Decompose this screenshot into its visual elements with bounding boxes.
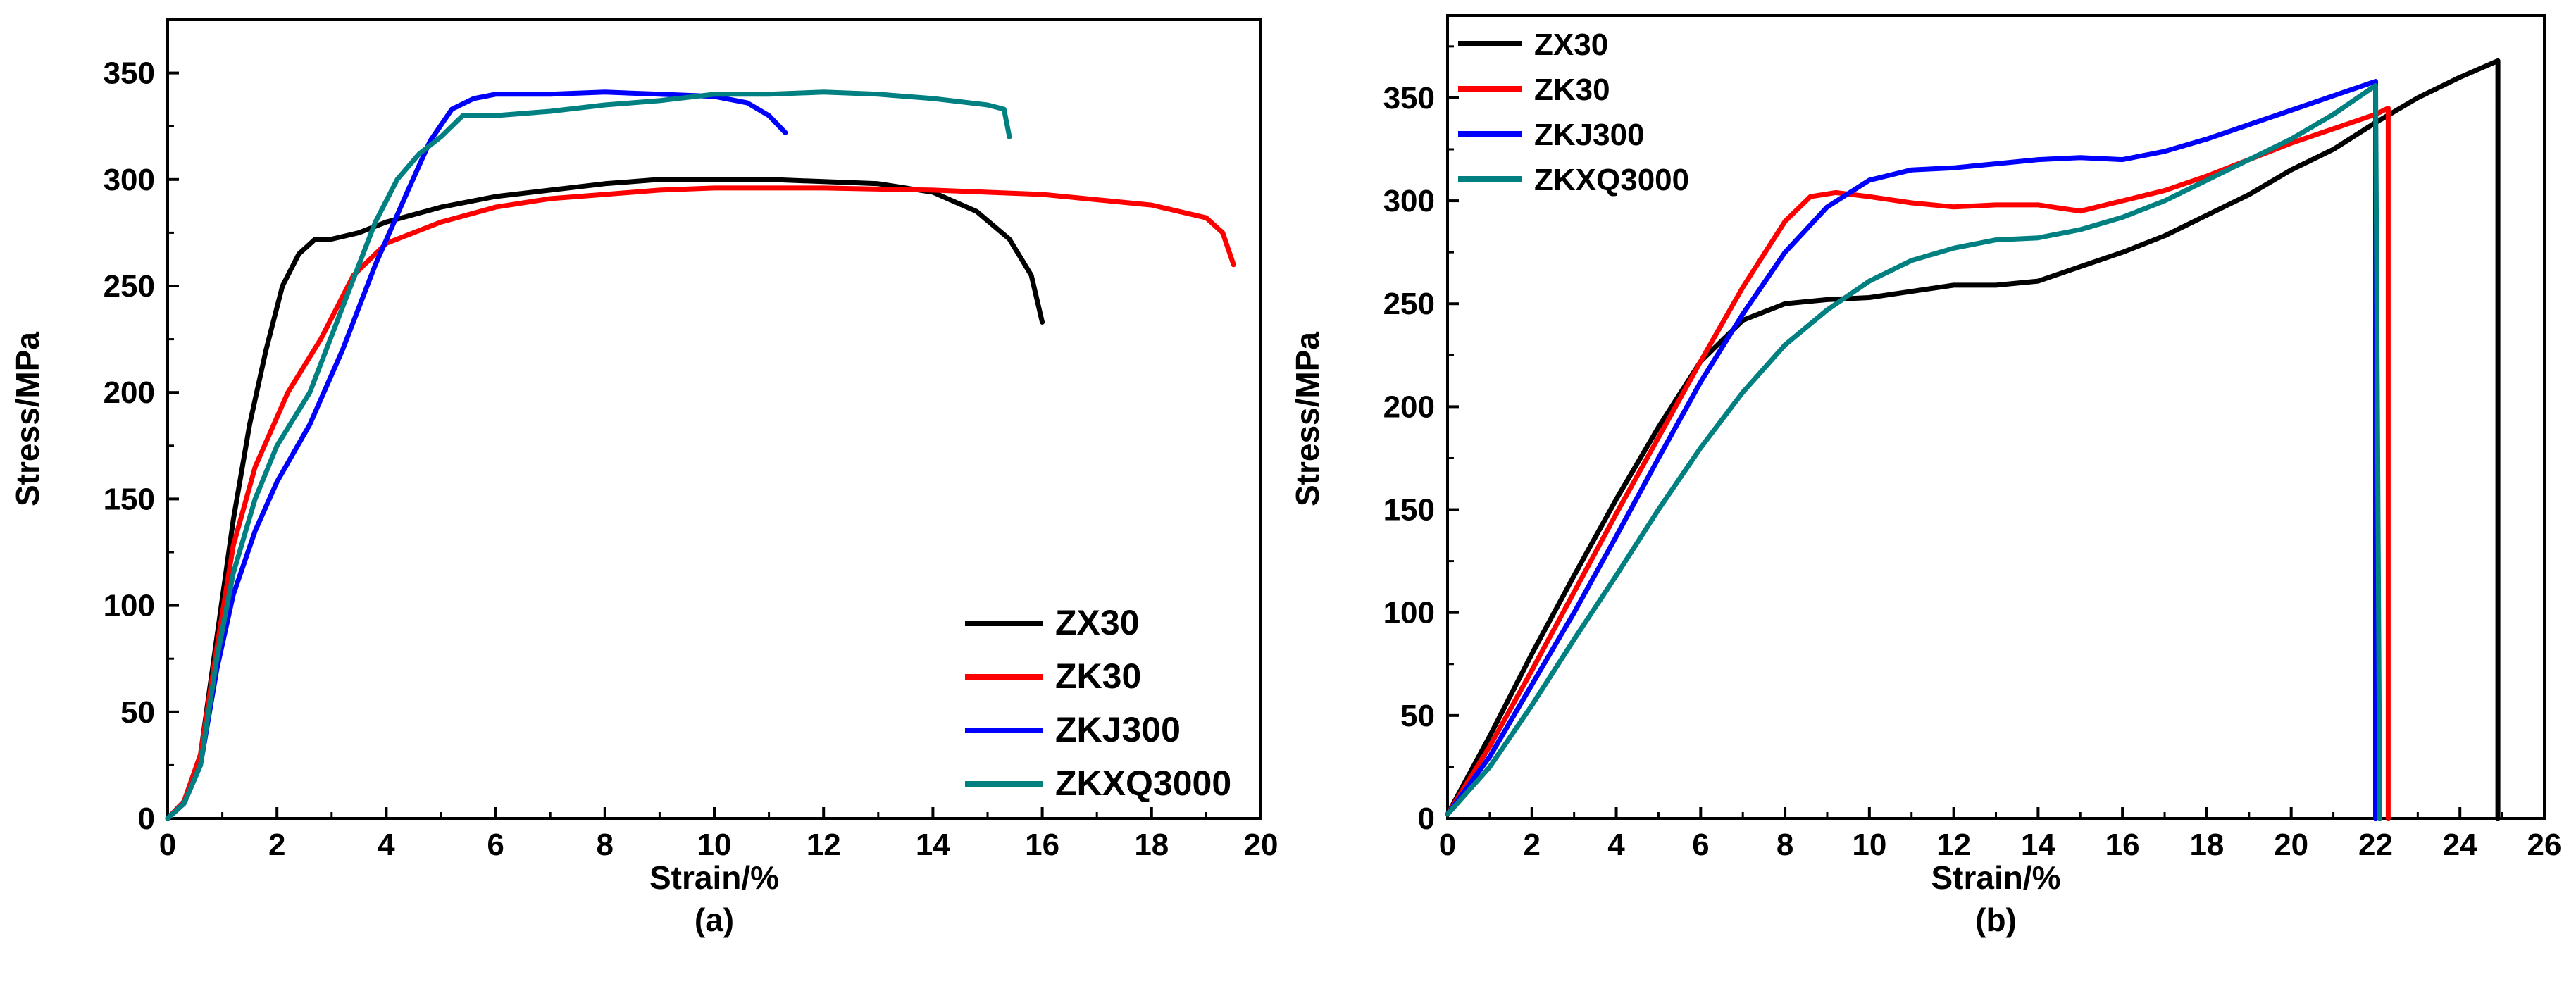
chart-panel-a: 0 2 4 6 8 10 12 14 16 18 20050100150200250300350ZX… (9, 18, 1278, 938)
y-tick-label: 250 (104, 269, 155, 304)
y-tick-label: 150 (104, 482, 155, 516)
x-tick-label: 18 (2189, 828, 2224, 862)
x-tick-label: 20 (1244, 828, 1278, 862)
y-tick-label: 100 (1383, 596, 1435, 630)
panel-label-b: (b) (1975, 902, 2017, 938)
series-line-zkxq3000 (1445, 82, 2382, 821)
y-tick-label: 300 (1383, 184, 1435, 218)
legend-label-zkxq3000: ZKXQ3000 (1055, 763, 1231, 803)
legend-label-zk30: ZK30 (1055, 656, 1141, 696)
y-axis-label: Stress/MPa (1289, 332, 1326, 506)
plot-frame-a (166, 18, 1262, 820)
x-tick-label: 8 (597, 828, 614, 862)
x-tick-label: 0 (1439, 828, 1456, 862)
x-tick-label: 0 (159, 828, 176, 862)
x-tick-label: 6 (1692, 828, 1709, 862)
x-tick-label: 16 (1025, 828, 1059, 862)
x-tick-label: 4 (1607, 828, 1625, 862)
legend-label-zk30: ZK30 (1534, 73, 1610, 107)
y-tick-label: 350 (1383, 81, 1435, 116)
x-tick-label: 14 (2021, 828, 2055, 862)
y-tick-label: 350 (104, 56, 155, 91)
series-line-zk30 (1445, 106, 2391, 821)
chart-panel-b: 0 2 4 6 8 10 12 14 16 18 20 22 24 2605010015020025030… (1289, 14, 2562, 938)
legend-label-zkj300: ZKJ300 (1055, 710, 1181, 749)
y-tick-label: 300 (104, 163, 155, 197)
y-tick-label: 250 (1383, 287, 1435, 321)
x-tick-label: 20 (2274, 828, 2308, 862)
y-tick-label: 50 (1400, 699, 1435, 733)
series-line-zx30 (1445, 58, 2501, 821)
x-axis-label: Strain/% (1931, 859, 2060, 896)
x-tick-label: 10 (1852, 828, 1886, 862)
x-tick-label: 2 (268, 828, 285, 862)
y-tick-label: 200 (1383, 389, 1435, 424)
x-tick-label: 8 (1777, 828, 1793, 862)
y-tick-label: 200 (104, 375, 155, 410)
y-tick-label: 0 (138, 802, 155, 836)
x-tick-label: 22 (2358, 828, 2393, 862)
panel-label-a: (a) (695, 902, 734, 938)
x-tick-label: 26 (2527, 828, 2562, 862)
legend-label-zkxq3000: ZKXQ3000 (1534, 163, 1689, 197)
series-line-zkxq3000 (165, 89, 1012, 821)
x-tick-label: 18 (1134, 828, 1169, 862)
x-tick-label: 16 (2105, 828, 2140, 862)
legend-label-zx30: ZX30 (1534, 27, 1608, 62)
x-tick-label: 24 (2443, 828, 2477, 862)
series-line-zkj300 (1445, 79, 2378, 821)
y-tick-label: 0 (1418, 802, 1435, 836)
y-tick-label: 150 (1383, 493, 1435, 528)
y-tick-label: 100 (104, 589, 155, 623)
x-tick-label: 14 (916, 828, 950, 862)
x-axis-label: Strain/% (649, 859, 779, 896)
series-line-zx30 (165, 177, 1045, 821)
x-tick-label: 2 (1524, 828, 1541, 862)
x-tick-label: 12 (1936, 828, 1971, 862)
y-axis-label: Stress/MPa (9, 332, 46, 506)
x-tick-label: 4 (378, 828, 395, 862)
series-line-zk30 (165, 185, 1236, 821)
y-tick-label: 50 (120, 695, 155, 730)
legend-label-zx30: ZX30 (1055, 603, 1140, 642)
x-tick-label: 10 (697, 828, 732, 862)
x-tick-label: 12 (807, 828, 841, 862)
legend-label-zkj300: ZKJ300 (1534, 118, 1645, 152)
x-tick-label: 6 (487, 828, 504, 862)
